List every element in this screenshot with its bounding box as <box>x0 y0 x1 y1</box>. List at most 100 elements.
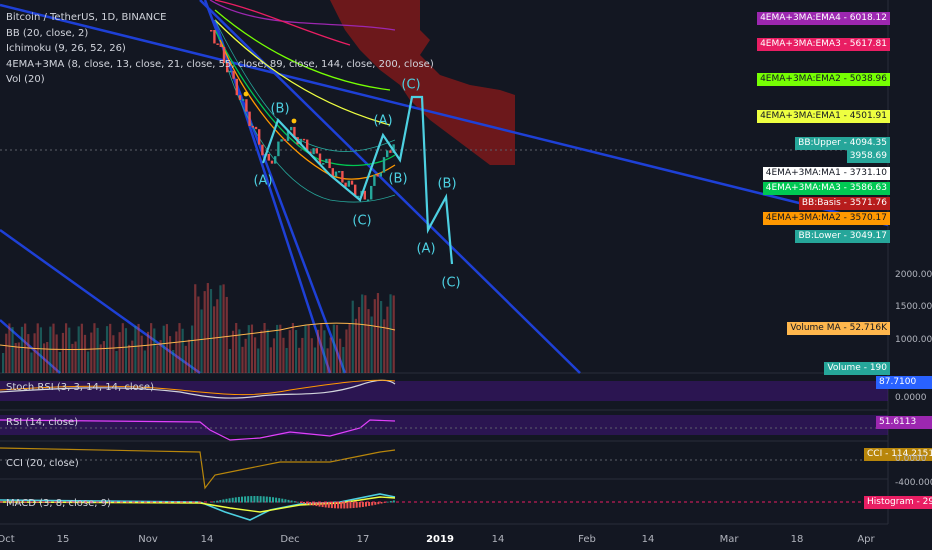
volume-bar <box>307 324 310 373</box>
histogram-bar <box>268 496 271 503</box>
indicator-volume[interactable]: Vol (20) <box>6 74 45 85</box>
indicator-bb[interactable]: BB (20, close, 2) <box>6 27 89 39</box>
price-badge: BB:Lower - 3049.17 <box>795 230 890 243</box>
y-tick: 1000.00 <box>895 335 932 345</box>
volume-bar <box>146 331 150 373</box>
volume-bar <box>335 325 339 373</box>
volume-bar <box>87 351 90 373</box>
candle <box>306 139 309 152</box>
histogram-bar <box>210 502 212 503</box>
price-badge: 4EMA+3MA:EMA4 - 6018.12 <box>757 12 890 25</box>
histogram-bar <box>228 498 231 503</box>
volume-bar <box>165 324 168 373</box>
volume-bar <box>153 328 156 373</box>
histogram-bar <box>290 500 293 503</box>
volume-bar <box>269 347 272 373</box>
volume-bar <box>55 334 58 373</box>
wave-label: (B) <box>388 171 408 187</box>
volume-bar <box>313 347 317 373</box>
candle <box>238 95 242 100</box>
volume-bar <box>128 344 131 373</box>
x-tick: Feb <box>578 534 596 545</box>
volume-bar <box>124 328 128 373</box>
histogram-bar <box>259 496 262 503</box>
candle <box>210 30 213 32</box>
volume-bar <box>118 332 121 373</box>
histogram-bar <box>250 496 253 503</box>
x-tick: 18 <box>790 534 804 545</box>
wave-label: (B) <box>270 101 290 117</box>
volume-bar <box>137 323 140 373</box>
volume-bar <box>317 329 320 373</box>
volume-bar <box>74 341 77 373</box>
volume-bar <box>184 345 187 373</box>
candle <box>261 144 264 156</box>
candle <box>277 141 280 157</box>
volume-bar <box>52 323 55 373</box>
candle <box>286 130 290 141</box>
histogram-bar <box>296 501 299 503</box>
stoch-rsi-label[interactable]: Stoch RSI (3, 3, 14, 14, close) <box>6 382 154 393</box>
volume-ma <box>0 322 396 351</box>
volume-bar <box>323 330 326 373</box>
volume-bar <box>2 353 5 373</box>
indicator-badge: Histogram - 29.8346 <box>864 496 932 509</box>
candle <box>325 158 328 164</box>
histogram-bar <box>352 502 355 509</box>
candle <box>344 182 347 187</box>
volume-bar <box>247 325 250 373</box>
candle <box>341 171 344 183</box>
x-tick: Dec <box>280 534 300 545</box>
histogram-bar <box>374 502 377 505</box>
wave-markers <box>243 91 297 124</box>
cci-label[interactable]: CCI (20, close) <box>6 458 79 469</box>
indicator-badge: CCI - 114.2151 <box>864 448 932 461</box>
candle <box>328 158 331 169</box>
volume-bar <box>266 329 269 373</box>
histogram-bar <box>330 502 333 509</box>
volume-bar <box>90 332 93 373</box>
volume-bar <box>282 337 285 373</box>
volume-bar <box>8 323 11 373</box>
chart-legend: Bitcoin / TetherUS, 1D, BINANCE BB (20, … <box>6 10 434 88</box>
volume-bar <box>39 327 42 373</box>
x-tick: Apr <box>857 534 875 545</box>
candle <box>216 43 219 45</box>
volume-bar <box>380 301 383 373</box>
volume-bar <box>370 316 373 373</box>
candle <box>389 150 392 153</box>
macd-label[interactable]: MACD (3, 8, close, 9) <box>6 498 111 509</box>
volume-bar <box>348 323 351 373</box>
volume-bar <box>200 309 203 373</box>
histogram-bar <box>361 502 364 507</box>
histogram-bar <box>380 502 383 504</box>
volume-bar <box>288 330 291 373</box>
volume-bar <box>250 324 254 373</box>
candle <box>293 126 296 138</box>
histogram-bar <box>287 499 290 503</box>
candle <box>302 138 306 141</box>
wave-label: (C) <box>352 213 372 229</box>
histogram-bar <box>337 502 340 509</box>
histogram-bar <box>278 498 281 503</box>
indicator-4ema3ma[interactable]: 4EMA+3MA (8, close, 13, close, 21, close… <box>6 58 434 70</box>
histogram-bar <box>253 496 256 503</box>
candle <box>267 153 270 161</box>
volume-bar <box>197 296 200 373</box>
volume-bar <box>342 346 345 373</box>
candle <box>280 139 283 142</box>
symbol-title[interactable]: Bitcoin / TetherUS, 1D, BINANCE <box>6 12 167 23</box>
volume-bar <box>389 294 392 373</box>
price-badge: BB:Basis - 3571.76 <box>798 197 890 210</box>
rsi-label[interactable]: RSI (14, close) <box>6 417 79 428</box>
price-badge: Volume - 190 <box>824 362 890 375</box>
x-tick: 2019 <box>426 534 454 545</box>
histogram-bar <box>389 501 392 503</box>
indicator-ichimoku[interactable]: Ichimoku (9, 26, 52, 26) <box>6 43 126 54</box>
volume-bar <box>71 343 74 373</box>
volume-bar <box>30 352 33 373</box>
volume-bar <box>168 336 172 373</box>
volume-bar <box>386 306 389 373</box>
histogram-bar <box>299 502 302 503</box>
